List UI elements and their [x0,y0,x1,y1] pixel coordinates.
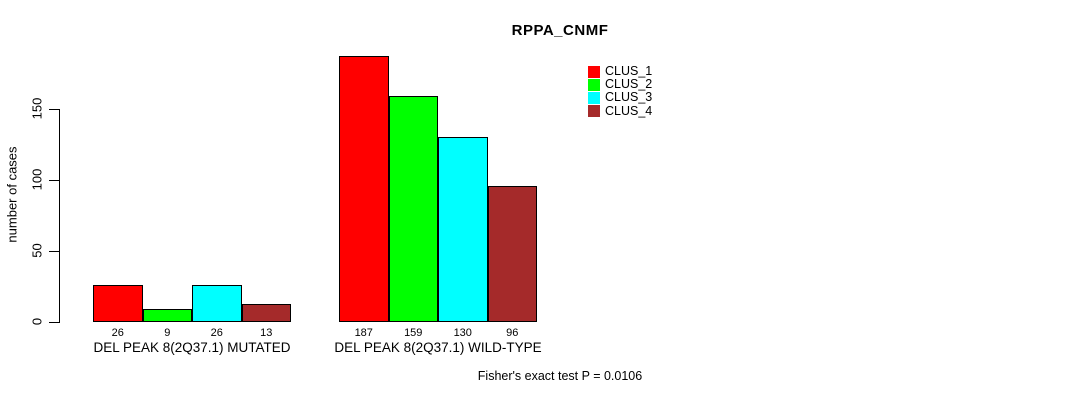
y-tick-label: 0 [29,317,45,326]
legend-item: CLUS_2 [588,78,652,91]
legend-swatch [588,91,600,104]
y-tick [49,322,59,323]
y-tick [49,109,59,110]
bar-value-label: 96 [506,327,519,339]
bar-clus_1-group1 [93,285,143,322]
legend-item: CLUS_1 [588,65,652,78]
bar-clus_2-group2 [388,96,438,322]
bar-value-label: 159 [404,327,423,339]
legend-swatch [588,65,600,78]
y-axis [59,109,60,323]
bar-clus_4-group1 [241,303,291,322]
legend-swatch [588,105,600,118]
chart-title: RPPA_CNMF [511,22,609,39]
legend-label: CLUS_4 [605,103,653,118]
y-tick [49,180,59,181]
bar-value-label: 9 [164,327,171,339]
legend-label: CLUS_3 [605,90,653,105]
y-axis-label: number of cases [4,146,20,243]
group-label: DEL PEAK 8(2Q37.1) MUTATED [93,340,291,355]
y-tick-label: 50 [29,243,45,258]
footer-annotation: Fisher's exact test P = 0.0106 [477,369,643,383]
bar-value-label: 130 [453,327,472,339]
bar-clus_3-group2 [438,137,488,322]
group-label: DEL PEAK 8(2Q37.1) WILD-TYPE [334,340,542,355]
bar-value-label: 13 [260,327,273,339]
bar-clus_2-group1 [142,309,192,322]
bar-clus_3-group1 [192,285,242,322]
y-tick-label: 100 [29,168,45,191]
bar-value-label: 26 [111,327,124,339]
y-tick [49,251,59,252]
legend-label: CLUS_2 [605,77,653,92]
bar-clus_4-group2 [487,185,537,322]
legend-item: CLUS_4 [588,103,653,118]
bar-value-label: 187 [354,327,373,339]
legend-label: CLUS_1 [605,64,653,79]
bar-clus_1-group2 [339,56,389,322]
legend: CLUS_1 CLUS_2 CLUS_3 CLUS_4 [588,65,652,118]
legend-item: CLUS_3 [588,91,652,104]
y-tick-label: 150 [29,97,45,120]
bar-value-label: 26 [210,327,223,339]
legend-swatch [588,78,600,91]
